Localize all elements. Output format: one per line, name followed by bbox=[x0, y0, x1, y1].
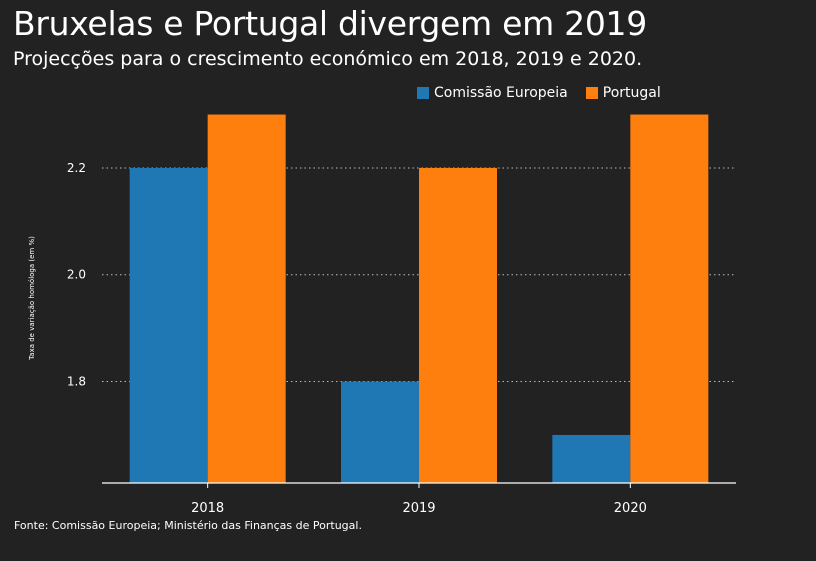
bar-comissao-2019 bbox=[341, 381, 419, 483]
legend-label-portugal: Portugal bbox=[602, 85, 661, 101]
y-axis-label: Taxa de variação homóloga (em %) bbox=[28, 236, 36, 361]
y-tick-label: 2.2 bbox=[67, 161, 86, 175]
chart-title: Bruxelas e Portugal divergem em 2019 bbox=[13, 4, 647, 43]
legend-item-portugal: Portugal bbox=[585, 85, 661, 101]
legend-swatch-comissao bbox=[417, 87, 429, 99]
bar-comissao-2018 bbox=[129, 167, 208, 483]
y-tick-label: 1.8 bbox=[67, 375, 86, 389]
legend-swatch-portugal bbox=[585, 87, 598, 99]
x-tick-label-2019: 2019 bbox=[402, 501, 435, 516]
x-tick-label-2020: 2020 bbox=[614, 501, 647, 516]
bar-comissao-2020 bbox=[552, 434, 631, 483]
bar-portugal-2019 bbox=[419, 167, 497, 483]
legend-item-comissao: Comissão Europeia bbox=[417, 85, 568, 101]
bar-portugal-2020 bbox=[630, 114, 709, 483]
chart-subtitle: Projecções para o crescimento económico … bbox=[13, 48, 643, 70]
legend-label-comissao: Comissão Europeia bbox=[434, 85, 568, 101]
legend: Comissão Europeia Portugal bbox=[417, 85, 679, 101]
y-tick-label: 2.0 bbox=[67, 268, 86, 282]
source-note: Fonte: Comissão Europeia; Ministério das… bbox=[14, 519, 362, 532]
x-tick-label-2018: 2018 bbox=[191, 501, 224, 516]
bar-portugal-2018 bbox=[207, 114, 286, 483]
